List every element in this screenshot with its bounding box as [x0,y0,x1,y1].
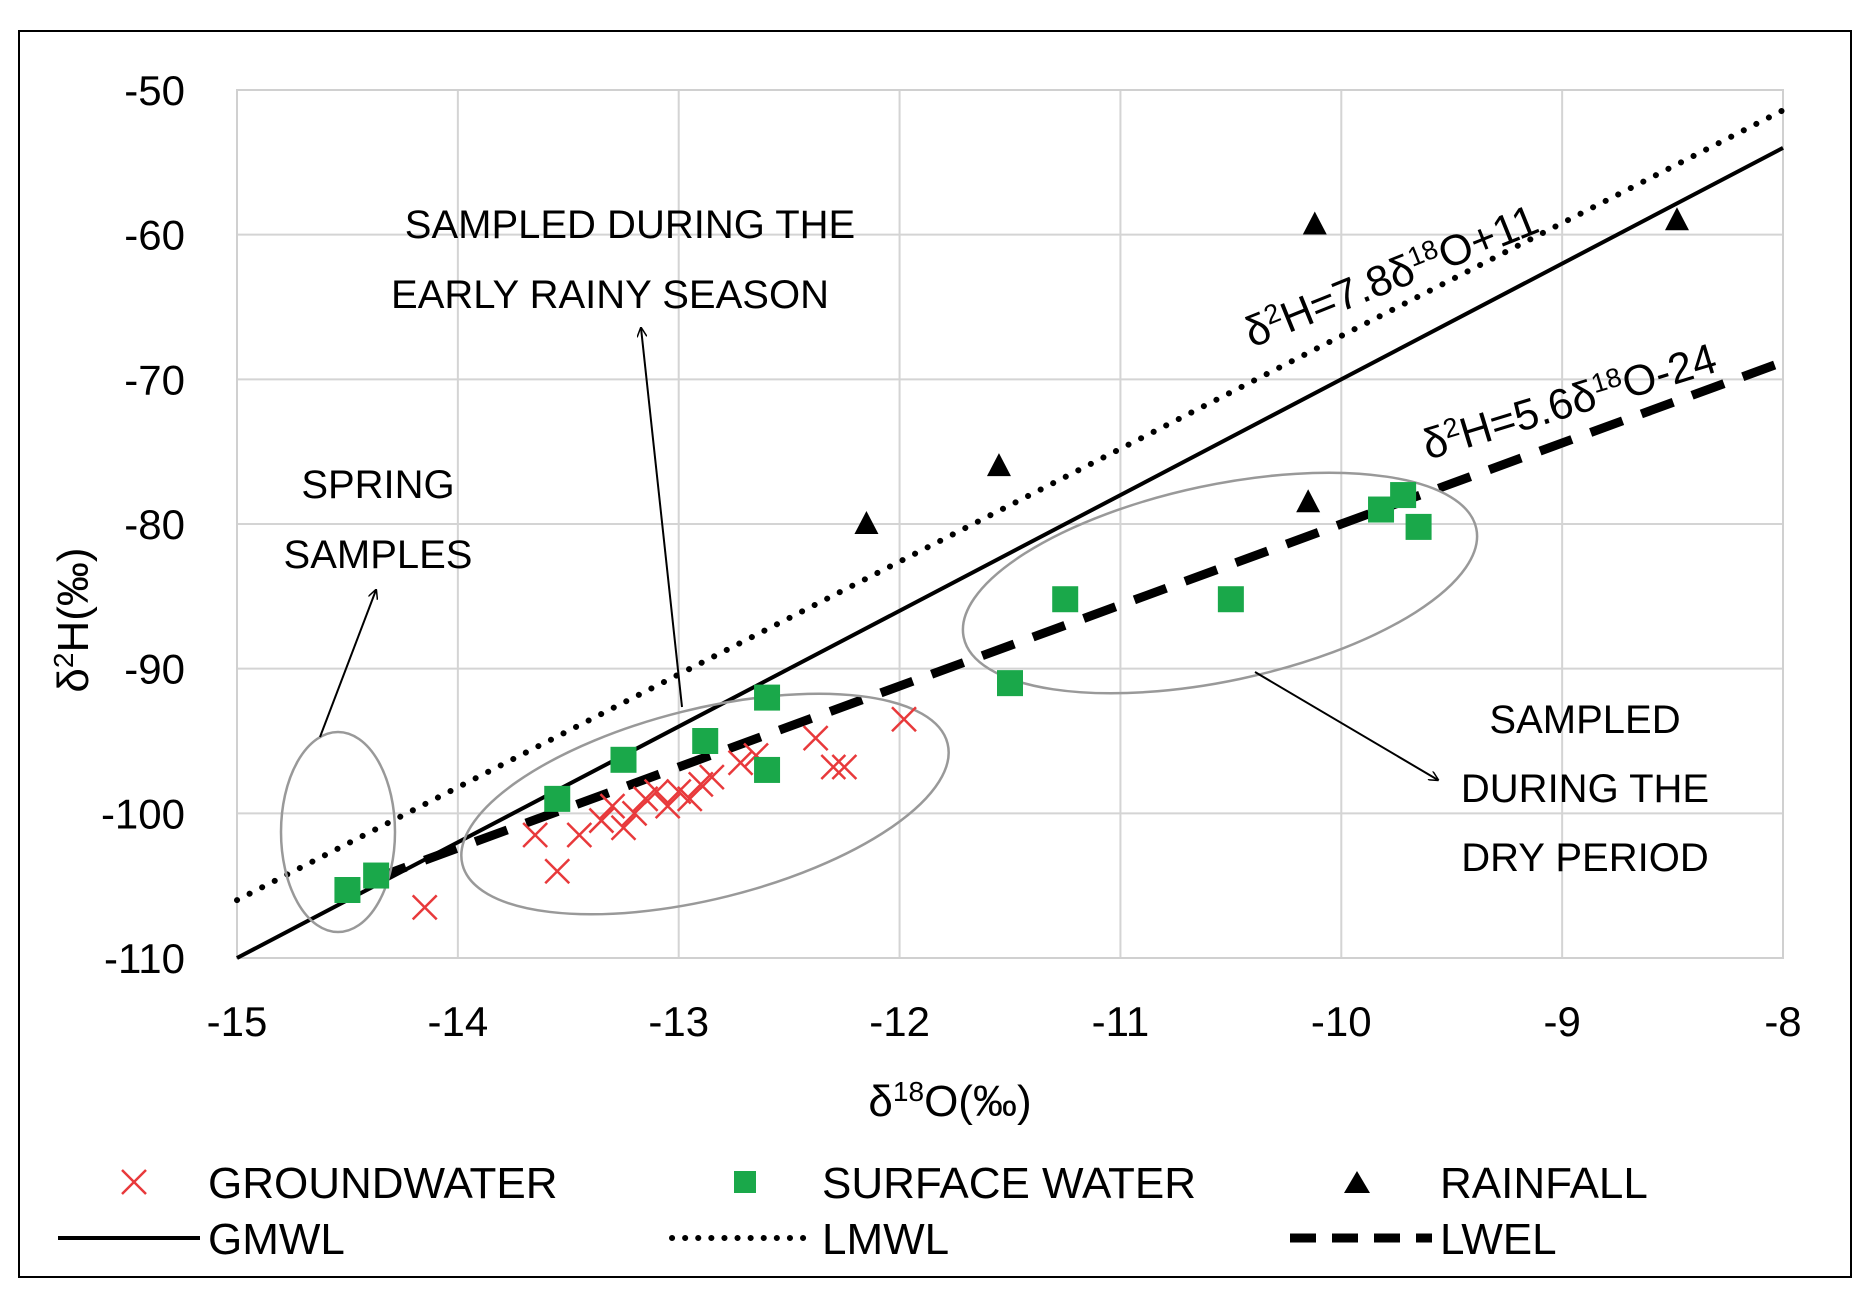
legend-lwel-label: LWEL [1440,1215,1557,1264]
x-tick-label: -10 [1311,998,1372,1045]
plot-area [236,89,1784,959]
figure-frame [18,30,1852,1278]
legend-groundwater: GROUNDWATER [121,1159,558,1208]
early-rainy-label-line2: EARLY RAINY SEASON [391,273,829,317]
legend-gmwl: GMWL [58,1215,345,1264]
y-tick-label: -60 [124,212,185,259]
spring-label-line2: SAMPLES [284,533,473,577]
lwel-line [372,357,1785,884]
rainfall-point [1664,207,1689,231]
surface-water-point [363,862,390,889]
surface-water-point [334,877,361,904]
groundwater-point [599,793,626,819]
groundwater-point [544,858,571,885]
x-axis-title: δ18O(‰) [868,1076,1031,1127]
data-points [334,207,1689,921]
tick-labels: -15 -14 -13 -12 -11 -10 -9 -8 -50 -60 -70 -80 -90 -10… [101,67,1802,1045]
legend-rainfall-label: RAINFALL [1440,1159,1648,1208]
y-tick-label: -100 [101,790,185,837]
arrow-spring [319,590,376,738]
regression-lines [234,107,1786,960]
dry-label-line1: SAMPLED [1489,698,1680,742]
surface-water-point [1368,496,1395,523]
arrow-early-rainy [641,328,683,708]
groundwater-point [891,706,917,733]
surface-water-point [610,746,637,773]
y-tick-label: -70 [124,356,185,403]
groundwater-point [831,754,858,780]
y-axis-title: δ2H(‰) [48,547,99,692]
spring-label-line1: SPRING [301,463,454,507]
early-rainy-ellipse [460,692,950,916]
legend-lmwl: LMWL [669,1215,949,1264]
surface-water-point [997,670,1023,697]
gmwl-line [236,146,1784,960]
rainfall-point [986,453,1011,477]
groundwater-point [643,778,670,805]
groundwater-point [654,793,681,819]
groundwater-point [676,785,703,812]
groundwater-point [566,822,593,848]
legend-groundwater-marker [121,1169,147,1195]
legend-lmwl-label: LMWL [822,1215,949,1264]
groundwater-point [411,894,438,921]
surface-water-point [1405,513,1432,540]
lwel-equation: δ2H=5.6δ18O-24 [1417,334,1723,470]
groundwater-point [665,778,692,805]
legend: GROUNDWATER SURFACE WATER RAINFALL GMWL … [58,1159,1648,1264]
groundwater-point [698,764,725,791]
dry-period-ellipse [961,471,1479,695]
y-tick-label: -80 [124,501,185,548]
legend-surface-water-marker [734,1171,756,1193]
x-tick-label: -13 [648,998,709,1045]
dry-label-line2: DURING THE [1461,767,1709,811]
legend-gmwl-label: GMWL [208,1215,345,1264]
early-rainy-label-line1: SAMPLED DURING THE [405,203,855,247]
groundwater-point [632,785,659,812]
y-tick-label: -90 [124,646,185,693]
groundwater-point [727,749,754,776]
groundwater-point [621,800,648,827]
annotations: SAMPLED DURING THE EARLY RAINY SEASON SP… [284,203,1710,880]
dry-label-line3: DRY PERIOD [1461,836,1708,880]
spring-ellipse [279,730,397,934]
x-tick-label: -14 [428,998,489,1045]
surface-water-point [1217,586,1244,613]
x-tick-label: -15 [207,998,268,1045]
rainfall-point [1296,489,1321,513]
surface-water-point [1390,482,1417,509]
rainfall-point [1302,211,1327,235]
surface-water-point [692,728,719,754]
groundwater-point [522,822,549,848]
groundwater-point [687,771,714,798]
surface-water-point [754,684,781,711]
surface-water-point [754,756,781,783]
legend-rainfall: RAINFALL [1344,1159,1648,1208]
lmwl-equation: δ2H=7.8δ18O+11 [1237,195,1545,357]
arrows [319,328,1438,780]
legend-surface-water: SURFACE WATER [734,1159,1196,1208]
y-tick-label: -50 [124,67,185,114]
arrow-dry-period [1254,671,1438,780]
legend-rainfall-marker [1344,1171,1370,1193]
surface-water-point [1052,586,1079,613]
groundwater-point [802,725,829,751]
ellipses [279,471,1479,934]
groundwater-point [820,754,847,780]
legend-groundwater-label: GROUNDWATER [208,1159,558,1208]
groundwater-point [610,814,637,841]
y-tick-label: -110 [104,935,185,982]
x-tick-label: -8 [1764,998,1801,1045]
x-tick-label: -12 [869,998,930,1045]
legend-surface-water-label: SURFACE WATER [822,1159,1196,1208]
legend-lwel: LWEL [1290,1215,1557,1264]
groundwater-point [588,807,615,834]
x-tick-label: -9 [1543,998,1580,1045]
x-tick-label: -11 [1092,998,1150,1045]
rainfall-point [854,511,879,534]
surface-water-point [544,785,571,812]
